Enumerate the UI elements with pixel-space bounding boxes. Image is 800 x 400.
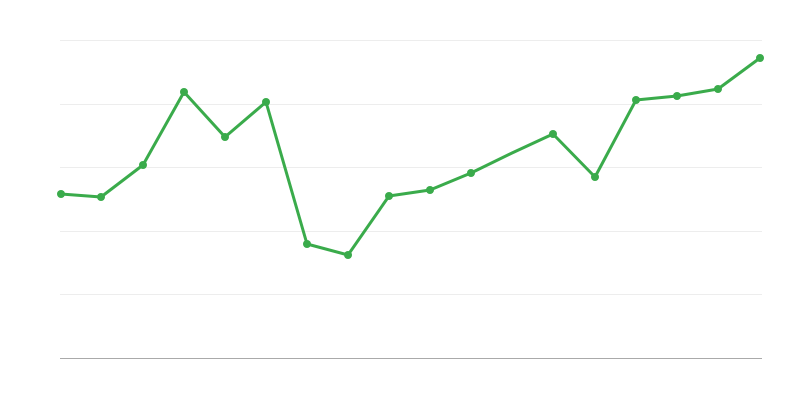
data-point-marker[interactable] bbox=[714, 85, 722, 93]
data-point-marker[interactable] bbox=[344, 251, 352, 259]
data-point-marker[interactable] bbox=[303, 240, 311, 248]
data-point-marker[interactable] bbox=[756, 54, 764, 62]
data-point-marker[interactable] bbox=[180, 88, 188, 96]
data-point-marker[interactable] bbox=[221, 133, 229, 141]
data-point-marker[interactable] bbox=[139, 161, 147, 169]
series-line bbox=[59, 56, 762, 257]
data-point-marker[interactable] bbox=[632, 96, 640, 104]
data-point-marker[interactable] bbox=[673, 92, 681, 100]
data-point-marker[interactable] bbox=[385, 192, 393, 200]
data-point-marker[interactable] bbox=[467, 169, 475, 177]
data-point-marker[interactable] bbox=[97, 193, 105, 201]
gridlines-group bbox=[60, 40, 762, 295]
series-markers-group bbox=[57, 54, 764, 259]
data-point-marker[interactable] bbox=[262, 98, 270, 106]
data-point-marker[interactable] bbox=[426, 186, 434, 194]
data-point-marker[interactable] bbox=[549, 130, 557, 138]
data-point-marker[interactable] bbox=[591, 173, 599, 181]
series-line-group bbox=[59, 56, 762, 257]
data-point-marker[interactable] bbox=[57, 190, 65, 198]
